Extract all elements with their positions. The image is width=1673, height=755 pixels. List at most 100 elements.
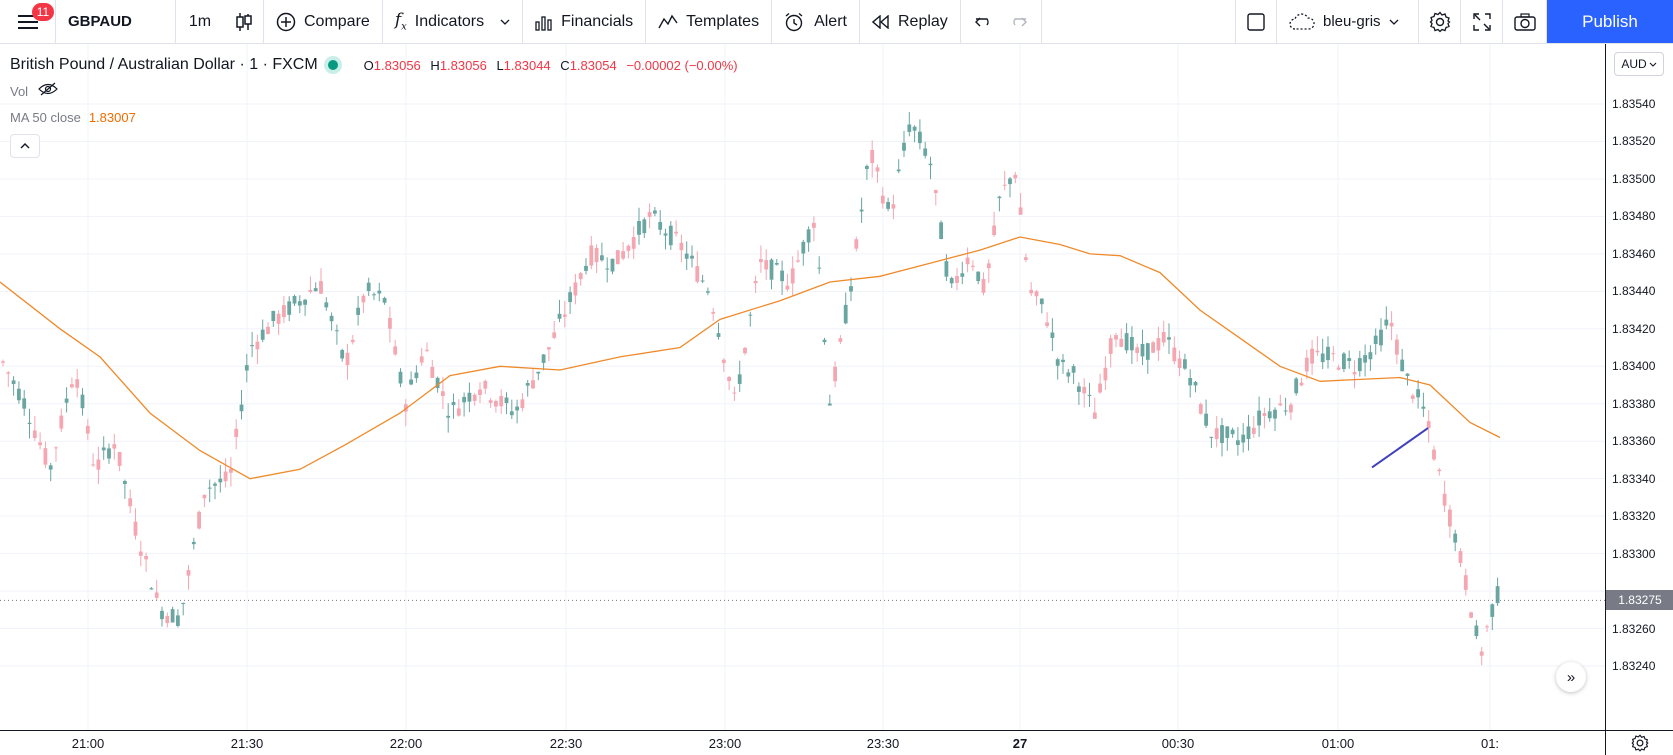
axis-settings-button[interactable] bbox=[1605, 730, 1673, 755]
candle-down bbox=[1437, 469, 1442, 472]
market-status-dot[interactable] bbox=[327, 60, 338, 70]
interval-button[interactable]: 1m bbox=[188, 12, 212, 30]
candle-up bbox=[949, 278, 954, 284]
compare-label: Compare bbox=[304, 12, 370, 30]
candle-up bbox=[1363, 355, 1367, 363]
candle-up bbox=[324, 302, 329, 308]
candle-up bbox=[1294, 378, 1299, 394]
candle-up bbox=[398, 371, 403, 384]
candle-up bbox=[1416, 389, 1420, 398]
candle-down bbox=[499, 396, 504, 407]
candle-down bbox=[202, 494, 207, 499]
candle-down bbox=[419, 356, 424, 363]
time-tick-label: 22:30 bbox=[549, 736, 583, 751]
candle-up bbox=[525, 383, 530, 386]
undo-button[interactable] bbox=[961, 0, 1001, 43]
candle-down bbox=[647, 212, 652, 217]
chart-pane[interactable] bbox=[0, 44, 1605, 730]
compare-button[interactable]: Compare bbox=[264, 0, 383, 43]
templates-icon bbox=[658, 14, 678, 30]
candle-down bbox=[1, 361, 5, 363]
candle-up bbox=[1236, 440, 1240, 445]
plus-circle-icon bbox=[276, 12, 296, 32]
settings-button[interactable] bbox=[1419, 0, 1461, 43]
fullscreen-select-button[interactable] bbox=[1235, 0, 1277, 43]
bar-chart-icon bbox=[535, 13, 553, 31]
candle-down bbox=[197, 511, 201, 529]
candle-up bbox=[160, 610, 164, 620]
candle-up bbox=[1188, 378, 1193, 386]
notification-badge: 11 bbox=[32, 3, 54, 21]
candle-up bbox=[605, 268, 610, 270]
time-tick-label: 01: bbox=[1480, 736, 1500, 751]
candle-up bbox=[176, 615, 180, 626]
redo-button[interactable] bbox=[1001, 0, 1042, 43]
indicators-button[interactable]: fx Indicators bbox=[383, 0, 524, 43]
candle-down bbox=[833, 366, 837, 382]
candle-up bbox=[1039, 298, 1044, 305]
open-value: 1.83056 bbox=[373, 57, 421, 73]
candlestick-chart[interactable] bbox=[0, 44, 1605, 730]
eye-crossed-icon[interactable] bbox=[38, 82, 58, 100]
layout-button[interactable]: bleu-gris bbox=[1277, 0, 1419, 43]
symbol-search-button[interactable]: GBPAUD bbox=[56, 0, 176, 43]
candle-down bbox=[955, 275, 959, 283]
candle-down bbox=[1458, 551, 1463, 563]
candle-up bbox=[1071, 366, 1076, 373]
candle-down bbox=[234, 428, 239, 438]
price-tick-label: 1.83400 bbox=[1612, 359, 1656, 374]
candle-down bbox=[154, 592, 159, 598]
templates-button[interactable]: Templates bbox=[646, 0, 773, 43]
candle-up bbox=[80, 394, 85, 409]
alert-button[interactable]: Alert bbox=[772, 0, 860, 43]
candle-down bbox=[1045, 322, 1049, 327]
candle-up bbox=[536, 371, 541, 374]
publish-button[interactable]: Publish bbox=[1547, 0, 1673, 43]
main-menu-button[interactable]: 11 bbox=[0, 0, 56, 43]
candle-down bbox=[1410, 395, 1415, 399]
candle-down bbox=[965, 257, 970, 265]
candle-up bbox=[1124, 333, 1129, 351]
candle-up bbox=[509, 411, 514, 416]
symbol-title[interactable]: British Pound / Australian Dollar · 1 · … bbox=[10, 56, 318, 73]
volume-label[interactable]: Vol bbox=[10, 83, 29, 99]
candle-down bbox=[1013, 174, 1018, 179]
candle-down bbox=[1177, 358, 1182, 368]
candle-down bbox=[1395, 339, 1399, 355]
candle-down bbox=[133, 521, 138, 536]
financials-button[interactable]: Financials bbox=[523, 0, 647, 43]
candle-up bbox=[207, 487, 212, 489]
candle-down bbox=[319, 281, 323, 294]
candle-down bbox=[631, 237, 636, 249]
candle-up bbox=[467, 392, 472, 402]
candle-down bbox=[1018, 207, 1023, 215]
candle-up bbox=[1241, 434, 1246, 443]
candle-up bbox=[706, 291, 710, 293]
candle-up bbox=[244, 365, 249, 371]
replay-button[interactable]: Replay bbox=[860, 0, 961, 43]
candle-down bbox=[1114, 335, 1118, 340]
fullscreen-button[interactable] bbox=[1461, 0, 1503, 43]
candle-down bbox=[112, 444, 117, 449]
candle-up bbox=[1066, 372, 1071, 377]
ma-label[interactable]: MA 50 close bbox=[10, 109, 81, 125]
trend-line-drawing bbox=[1371, 427, 1429, 469]
candle-up bbox=[1008, 178, 1012, 185]
snapshot-button[interactable] bbox=[1503, 0, 1547, 43]
candle-down bbox=[552, 332, 557, 338]
candle-up bbox=[414, 372, 419, 379]
currency-button[interactable]: AUD bbox=[1614, 52, 1664, 76]
candle-up bbox=[1495, 586, 1500, 604]
candle-up bbox=[239, 404, 244, 412]
chart-type-button[interactable] bbox=[224, 0, 264, 43]
price-tick-label: 1.83320 bbox=[1612, 509, 1656, 524]
price-tick-label: 1.83460 bbox=[1612, 246, 1656, 261]
candle-down bbox=[1002, 184, 1007, 186]
price-axis[interactable]: AUD 1.83540 1.83520 1.83500 1.83480 1.83460 1… bbox=[1605, 44, 1673, 730]
candle-up bbox=[27, 422, 32, 424]
scroll-to-realtime-button[interactable]: » bbox=[1556, 662, 1586, 692]
collapse-legend-button[interactable] bbox=[10, 134, 40, 158]
time-axis[interactable]: 21:00 21:30 22:00 22:30 23:00 23:30 27 00:30 01:… bbox=[0, 730, 1605, 755]
candle-down bbox=[875, 167, 880, 172]
candle-up bbox=[1273, 409, 1277, 419]
